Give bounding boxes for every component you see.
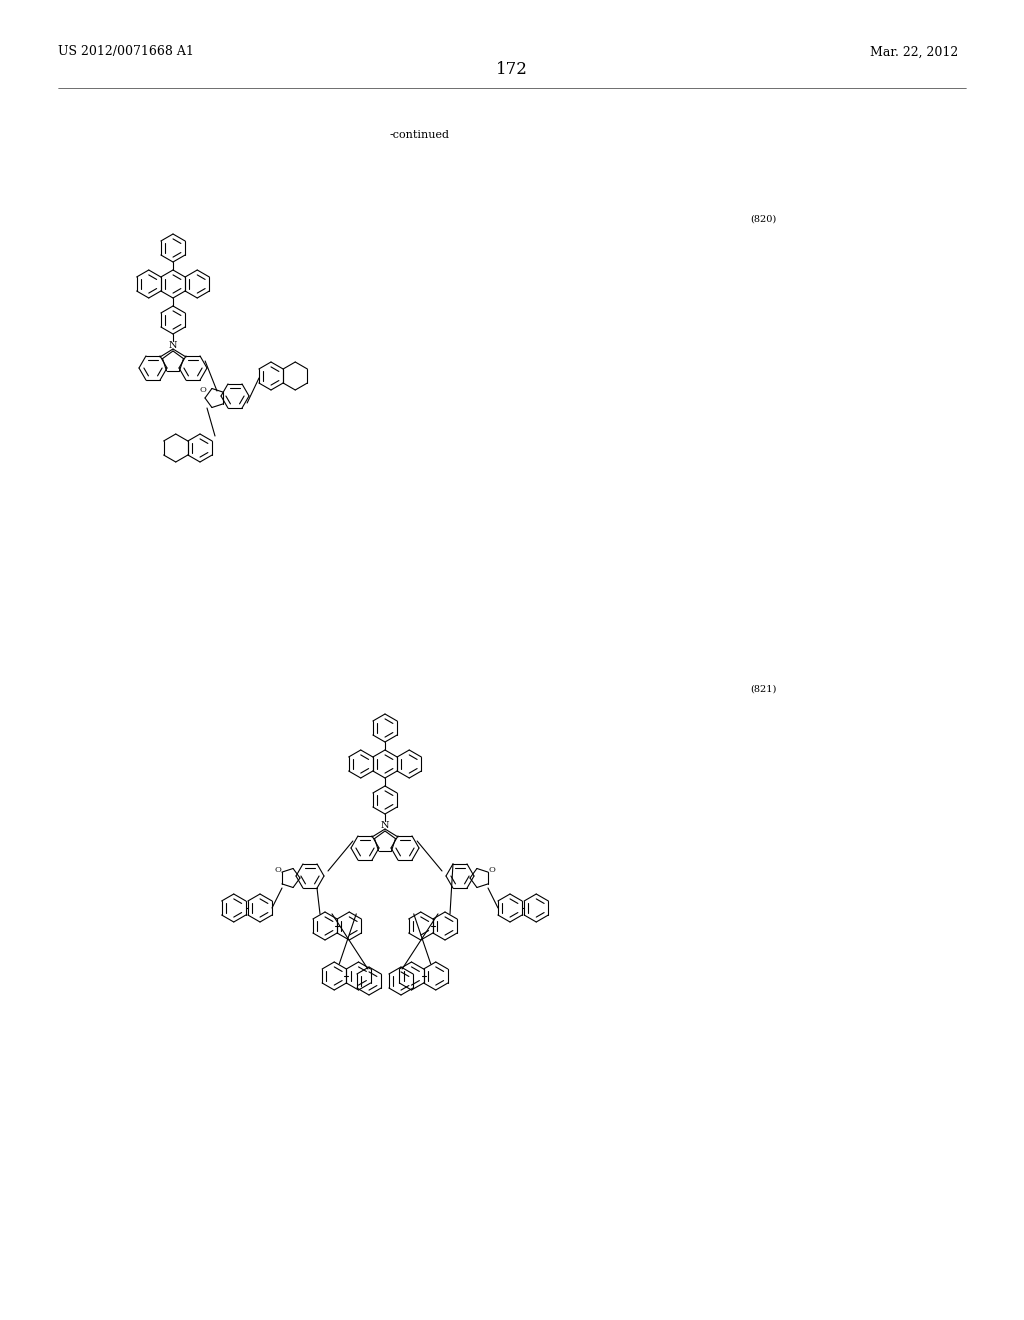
Text: (820): (820) bbox=[750, 215, 776, 224]
Text: N: N bbox=[381, 821, 389, 830]
Text: N: N bbox=[169, 342, 177, 351]
Text: (821): (821) bbox=[750, 685, 776, 694]
Text: 172: 172 bbox=[496, 62, 528, 78]
Text: O: O bbox=[200, 385, 207, 393]
Text: -continued: -continued bbox=[390, 129, 450, 140]
Text: Mar. 22, 2012: Mar. 22, 2012 bbox=[870, 45, 958, 58]
Text: US 2012/0071668 A1: US 2012/0071668 A1 bbox=[58, 45, 194, 58]
Text: O: O bbox=[274, 866, 282, 874]
Text: O: O bbox=[488, 866, 496, 874]
